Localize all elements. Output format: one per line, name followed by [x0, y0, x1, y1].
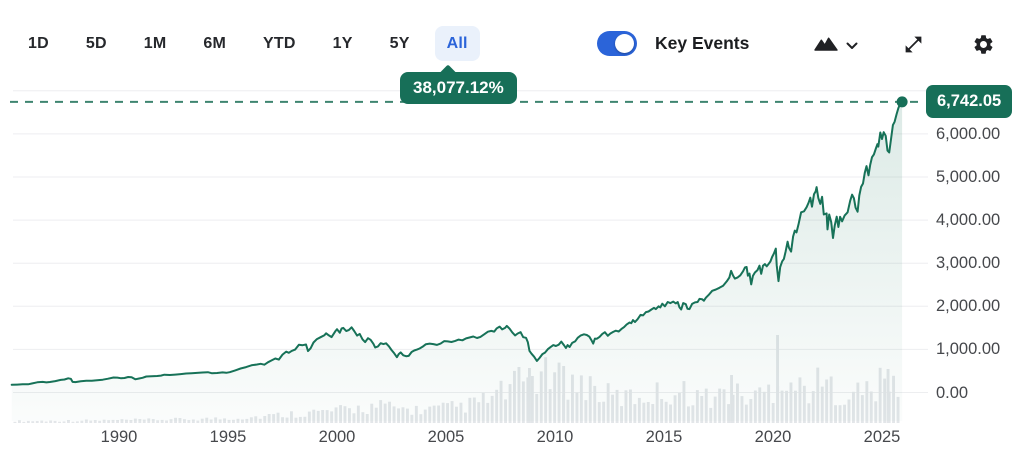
range-change-value: 38,077.12%: [413, 78, 504, 97]
current-price-value: 6,742.05: [937, 92, 1002, 111]
chart-type-selector[interactable]: [814, 36, 858, 56]
y-tick-5000: 5,000.00: [936, 168, 1001, 186]
range-button-1d[interactable]: 1D: [28, 34, 49, 52]
range-button-all[interactable]: All: [434, 26, 480, 61]
y-tick-0: 0.00: [936, 383, 969, 402]
expand-icon: [903, 34, 924, 60]
range-change-tooltip: 38,077.12%: [400, 64, 517, 104]
price-series: [10, 96, 924, 422]
range-selector-toolbar: 1D 5D 1M 6M YTD 1Y 5Y All: [16, 26, 480, 61]
y-tick-6000: 6,000.00: [936, 124, 1001, 143]
key-events-toggle[interactable]: [597, 31, 637, 56]
expand-button[interactable]: [903, 34, 924, 60]
key-events-label: Key Events: [655, 33, 750, 53]
range-button-1y[interactable]: 1Y: [332, 34, 353, 52]
range-button-5y[interactable]: 5Y: [389, 34, 410, 52]
current-price-dot: [896, 96, 908, 108]
range-button-6m[interactable]: 6M: [203, 34, 226, 52]
x-tick-2015: 2015: [645, 428, 683, 446]
toggle-knob: [615, 34, 634, 53]
x-tick-2005: 2005: [427, 428, 465, 446]
range-button-1m[interactable]: 1M: [143, 34, 167, 52]
x-tick-2020: 2020: [754, 428, 792, 446]
chevron-down-icon: [846, 37, 858, 55]
y-tick-1000: 1,000.00: [936, 340, 1001, 359]
x-tick-2010: 2010: [536, 428, 574, 446]
key-events-control: Key Events: [597, 31, 749, 56]
x-tick-2025: 2025: [863, 428, 901, 446]
area-chart-icon: [814, 36, 838, 56]
gear-icon: [972, 33, 995, 61]
settings-button[interactable]: [972, 33, 995, 61]
x-tick-1990: 1990: [100, 428, 138, 446]
y-tick-3000: 3,000.00: [936, 254, 1001, 273]
price-area: [11, 101, 903, 422]
range-button-ytd[interactable]: YTD: [263, 34, 296, 52]
current-price-badge: 6,742.05: [926, 85, 1013, 119]
range-button-5d[interactable]: 5D: [85, 34, 107, 52]
price-line: [10, 100, 904, 386]
x-tick-1995: 1995: [209, 428, 247, 446]
y-tick-4000: 4,000.00: [936, 211, 1001, 230]
y-tick-2000: 2,000.00: [936, 297, 1001, 316]
x-tick-2000: 2000: [318, 428, 356, 446]
